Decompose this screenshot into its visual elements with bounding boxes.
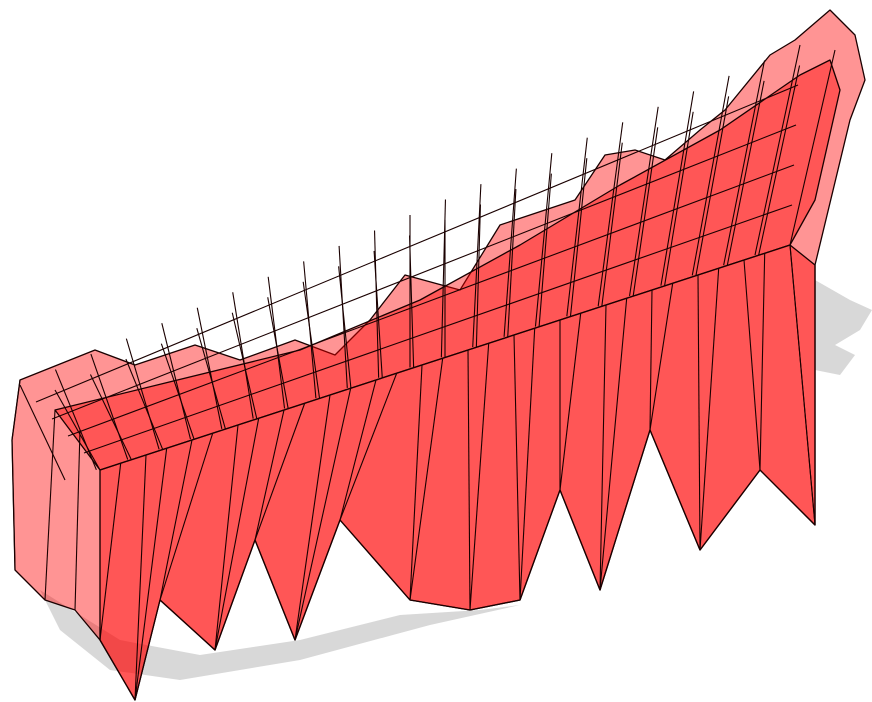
edge [11, 439, 16, 571]
edge [338, 266, 352, 389]
edge [54, 389, 101, 471]
edge [159, 439, 193, 601]
edge [134, 454, 147, 701]
edge [214, 418, 260, 651]
edge [44, 409, 56, 601]
edge [467, 349, 471, 611]
edge [566, 137, 588, 317]
shadow [40, 280, 872, 680]
edge [11, 379, 21, 441]
edge [472, 184, 482, 348]
edge [159, 433, 214, 601]
edge [789, 49, 836, 246]
edge [89, 374, 132, 461]
edge [267, 276, 286, 409]
edge [409, 358, 444, 601]
edge [569, 158, 588, 317]
edge [294, 388, 352, 641]
edge [303, 261, 317, 399]
edge [254, 403, 306, 541]
edge [649, 283, 674, 431]
wireframe [11, 44, 836, 701]
edge [513, 334, 521, 601]
edge [697, 274, 701, 551]
edge [534, 153, 553, 327]
edge [559, 313, 582, 491]
edge [440, 199, 447, 358]
edge [214, 424, 239, 651]
edge [294, 394, 331, 641]
edge [302, 281, 321, 399]
edge [789, 244, 816, 526]
edge [161, 323, 191, 440]
edge [691, 75, 730, 276]
edge [538, 173, 552, 327]
edge [469, 343, 490, 611]
edge [695, 96, 730, 276]
edge [125, 338, 160, 450]
edge [339, 379, 377, 521]
shadow-bottom [40, 590, 520, 680]
edge [754, 44, 801, 256]
edge [90, 353, 129, 460]
edge [664, 111, 694, 286]
edge [125, 358, 164, 450]
edge [519, 328, 536, 601]
edge [51, 124, 797, 420]
edge [196, 307, 223, 429]
edge [726, 80, 765, 266]
edge [759, 253, 766, 471]
edge [74, 429, 81, 611]
edge [599, 304, 607, 591]
edge [99, 463, 122, 641]
edge [19, 384, 66, 481]
edge [597, 122, 624, 307]
edge [409, 364, 423, 601]
edge [743, 259, 761, 471]
edge [599, 298, 628, 591]
edge [83, 204, 793, 454]
edge [475, 204, 482, 348]
edge [160, 343, 195, 440]
edge [67, 164, 795, 437]
edge [649, 289, 653, 431]
edge [254, 409, 285, 541]
body-front [99, 244, 816, 701]
edge [134, 448, 168, 701]
edge [338, 245, 348, 388]
edge [339, 373, 398, 521]
edge [758, 65, 801, 256]
edge [507, 189, 517, 338]
edge [601, 142, 623, 307]
shadow-right [815, 280, 872, 375]
edge [373, 230, 380, 378]
edge [699, 268, 720, 551]
edge [35, 84, 799, 403]
edge [232, 292, 254, 419]
edge [723, 60, 766, 266]
edge [503, 168, 517, 337]
edge [660, 91, 695, 286]
edge [632, 127, 659, 297]
edge [54, 369, 97, 470]
edge [629, 106, 659, 296]
